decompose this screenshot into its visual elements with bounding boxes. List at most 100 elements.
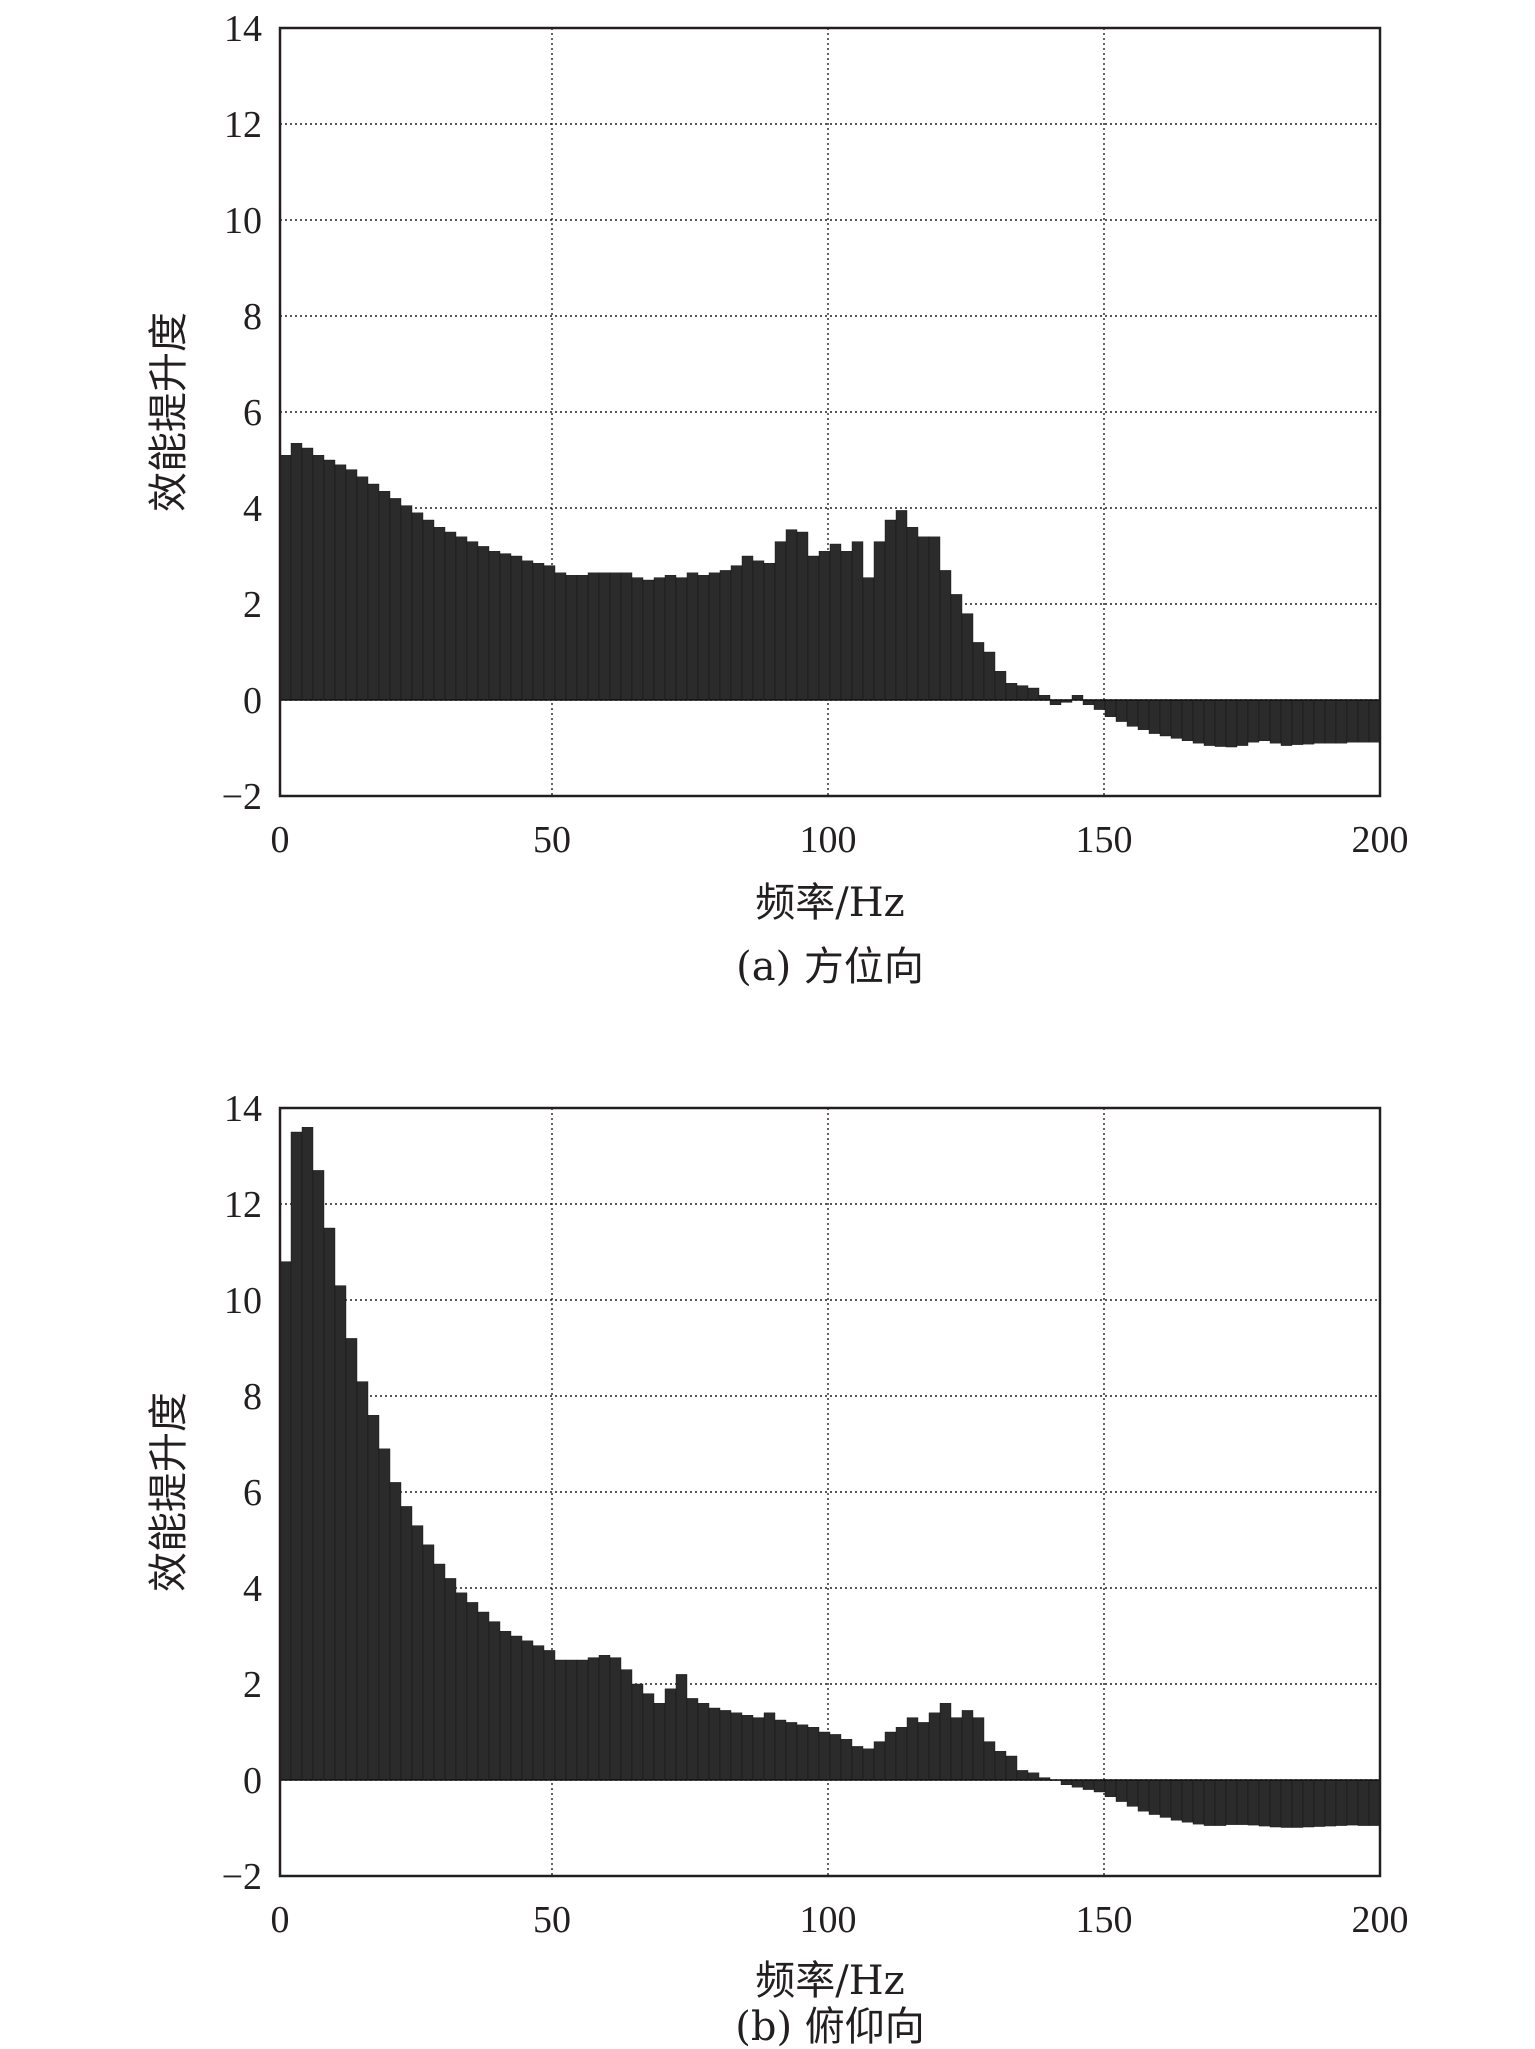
- chart-a-bar: [301, 447, 314, 701]
- chart-a-bars: [279, 443, 1381, 748]
- chart-b-bar: [477, 1611, 490, 1781]
- chart-a-bar: [1313, 699, 1326, 744]
- chart-a-bar: [994, 671, 1007, 701]
- chart-b-bar: [334, 1285, 347, 1781]
- chart-b-bar: [675, 1674, 688, 1781]
- chart-b-bar: [1368, 1779, 1381, 1826]
- chart-b-caption: (b) 俯仰向: [735, 2004, 925, 2049]
- chart-b-bar: [1159, 1779, 1172, 1818]
- chart-a-bar: [895, 510, 908, 701]
- chart-b-bar: [752, 1717, 765, 1781]
- chart-b-bar: [554, 1659, 567, 1781]
- chart-b-bar: [576, 1659, 589, 1781]
- chart-a-bar: [1159, 699, 1172, 737]
- chart-b-bar: [499, 1630, 512, 1781]
- chart-b-bar: [719, 1710, 732, 1781]
- chart-a-bar: [840, 551, 853, 701]
- chart-a-bar: [345, 469, 358, 701]
- chart-b-bar: [884, 1731, 897, 1781]
- chart-b-bar: [466, 1602, 479, 1781]
- chart-a-bar: [1126, 699, 1139, 727]
- chart-b-bar: [378, 1448, 391, 1781]
- chart-b-y-tick-label: −2: [222, 1856, 262, 1898]
- chart-b-bar: [1313, 1779, 1326, 1827]
- chart-a-bar: [818, 551, 831, 701]
- chart-a-bar: [598, 572, 611, 701]
- chart-a-bar: [1214, 699, 1227, 747]
- chart-a-bar: [554, 572, 567, 701]
- chart-a-bar: [576, 575, 589, 701]
- chart-a-bar: [1302, 699, 1315, 745]
- chart-b-y-tick-label: 8: [243, 1376, 262, 1418]
- chart-a-bar: [565, 575, 578, 701]
- chart-a-x-tick-label: 100: [800, 819, 857, 861]
- chart-a-bar: [1104, 699, 1117, 717]
- chart-a-bar: [488, 551, 501, 701]
- chart-a-bar: [367, 483, 380, 701]
- chart-b-bar: [1181, 1779, 1194, 1823]
- chart-a-bar: [708, 572, 721, 701]
- chart-b-bar: [290, 1131, 303, 1781]
- chart-b-y-tick-label: 12: [224, 1184, 262, 1226]
- chart-a-y-tick-label: 8: [243, 296, 262, 338]
- chart-a-bar: [1093, 699, 1106, 710]
- chart-a-caption: (a) 方位向: [736, 944, 924, 990]
- chart-b-bar: [1115, 1779, 1128, 1802]
- chart-b-frame: [278, 1106, 1382, 1878]
- chart-b-bar: [686, 1698, 699, 1781]
- chart-a-x-tick-label: 200: [1352, 819, 1409, 861]
- chart-a-y-axis-title: 效能提升度: [146, 312, 192, 512]
- chart-a-bar: [686, 572, 699, 701]
- chart-a-bar: [543, 565, 556, 701]
- chart-b-bar: [774, 1719, 787, 1781]
- chart-a-bar: [521, 560, 534, 701]
- chart-a-bar: [1005, 683, 1018, 701]
- chart-b-y-tick-labels: −2 0 2 4 6 8 10 12 14: [222, 1088, 262, 1898]
- chart-b-bar: [422, 1544, 435, 1781]
- chart-b-bar: [939, 1702, 952, 1781]
- chart-b-bar: [697, 1702, 710, 1781]
- chart-b-bar: [301, 1126, 314, 1781]
- chart-b-bar: [1291, 1779, 1304, 1828]
- chart-b-bar: [917, 1722, 930, 1781]
- chart-b-bar: [1214, 1779, 1227, 1826]
- chart-a-bar: [620, 572, 633, 701]
- chart-b-bar: [488, 1621, 501, 1781]
- chart-a-bar: [1203, 699, 1216, 746]
- chart-a-bar: [422, 519, 435, 701]
- chart-a-bar: [983, 651, 996, 701]
- chart-b-bar: [598, 1654, 611, 1781]
- chart-a-bar: [1027, 687, 1040, 701]
- chart-a-frame: [278, 26, 1382, 798]
- chart-b-bar: [796, 1724, 809, 1781]
- chart-a-bar: [499, 553, 512, 701]
- chart-a-bar: [1016, 685, 1029, 701]
- chart-b-bar: [389, 1482, 402, 1781]
- chart-a-bar: [389, 498, 402, 701]
- chart-a-bar: [1280, 699, 1293, 746]
- chart-a-bar: [785, 529, 798, 701]
- chart-b-bar: [1258, 1779, 1271, 1827]
- chart-a-bar: [1181, 699, 1194, 741]
- chart-b-bars: [279, 1126, 1381, 1828]
- chart-b-bar: [279, 1261, 292, 1781]
- chart-b-bar: [345, 1338, 358, 1781]
- chart-a-bar: [807, 555, 820, 701]
- chart-a-bar: [664, 575, 677, 701]
- chart-b-bar: [983, 1741, 996, 1781]
- chart-b-bar: [532, 1645, 545, 1781]
- chart-b-bar: [741, 1714, 754, 1781]
- chart-b-y-tick-label: 14: [224, 1088, 262, 1130]
- chart-a-bar: [796, 531, 809, 701]
- chart-a-y-tick-label: 0: [243, 680, 262, 722]
- chart-b-bar: [851, 1746, 864, 1781]
- chart-a-bar: [829, 543, 842, 701]
- chart-b-bar: [1236, 1779, 1249, 1825]
- chart-b-y-tick-label: 0: [243, 1760, 262, 1802]
- chart-a-bar: [763, 563, 776, 701]
- chart-b-bar: [631, 1683, 644, 1781]
- chart-a-bar: [697, 575, 710, 701]
- chart-b-bar: [818, 1731, 831, 1781]
- chart-b-bar: [829, 1734, 842, 1781]
